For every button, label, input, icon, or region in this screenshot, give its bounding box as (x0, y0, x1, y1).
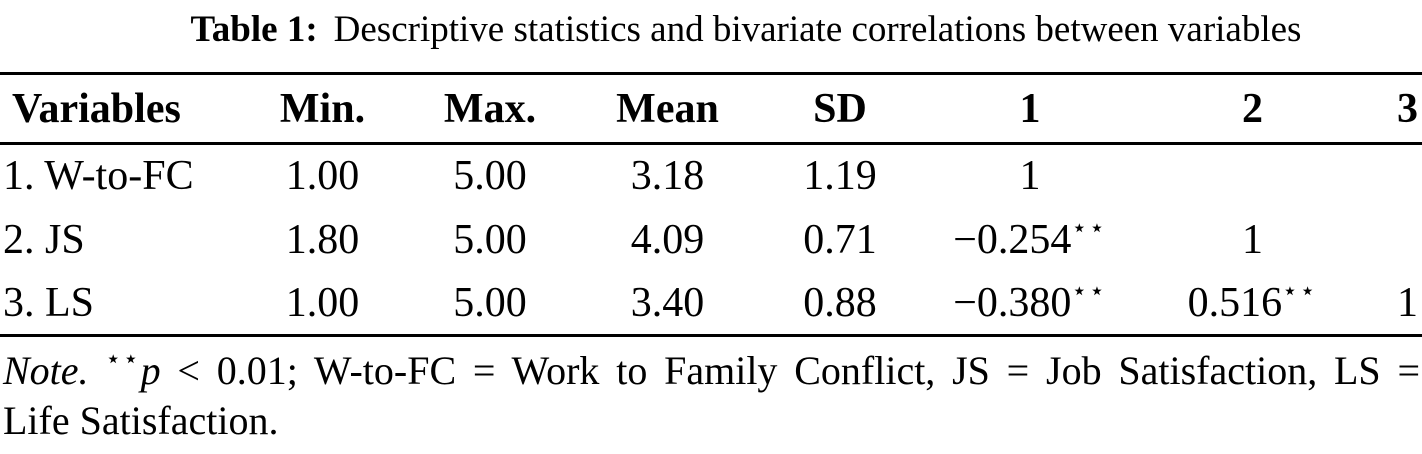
cell-min: 1.00 (285, 279, 360, 326)
note-significance: ⋆⋆p (105, 346, 161, 393)
cell-variable: 3. LS (3, 279, 95, 326)
cell-corr3 (1365, 208, 1422, 272)
table-caption-text: Descriptive statistics and bivariate cor… (333, 9, 1302, 50)
cell-corr2 (1140, 144, 1365, 208)
cell-corr2: 1 (1140, 208, 1365, 272)
cell-mean: 3.40 (630, 279, 705, 326)
note-line-2: Life Satisfaction. (3, 398, 279, 443)
column-header-corr3: 3 (1365, 73, 1422, 145)
cell-corr3 (1365, 144, 1422, 208)
cell-mean: 3.18 (630, 153, 705, 200)
table-header-row: Variables Min. Max. Mean SD 1 2 3 (0, 73, 1422, 145)
table-caption-label: Table 1: (190, 9, 318, 50)
significance-stars: ⋆⋆ (1071, 214, 1107, 242)
column-header-corr2: 2 (1140, 73, 1365, 145)
note-label: Note. (3, 348, 89, 393)
correlation-value: 1 (1397, 279, 1418, 326)
cell-corr3: 1 (1365, 272, 1422, 336)
table-caption: Table 1: Descriptive statistics and bivar… (0, 0, 1422, 72)
note-text: < 0.01; W-to-FC = Work to Family Conflic… (177, 348, 1421, 393)
correlation-value: −0.254 (953, 216, 1072, 263)
significance-stars: ⋆⋆ (105, 346, 141, 373)
cell-corr1: −0.254⋆⋆ (920, 208, 1140, 272)
cell-max: 5.00 (453, 153, 527, 200)
table-row: 3. LS 1.00 5.00 3.40 0.88 −0.380⋆⋆ 0.516… (0, 272, 1422, 336)
table-note: Note. ⋆⋆p < 0.01; W-to-FC = Work to Fami… (0, 346, 1422, 446)
table-row: 1. W-to-FC 1.00 5.00 3.18 1.19 1 (0, 144, 1422, 208)
p-symbol: p (140, 348, 161, 393)
cell-sd: 1.19 (803, 153, 877, 200)
note-line-1: Note. ⋆⋆p < 0.01; W-to-FC = Work to Fami… (3, 346, 1420, 396)
correlation-value: −0.380 (953, 279, 1072, 326)
significance-stars: ⋆⋆ (1071, 277, 1107, 305)
column-header-sd: SD (760, 73, 920, 145)
descriptive-statistics-table: Variables Min. Max. Mean SD 1 2 3 1. W-t… (0, 72, 1422, 337)
cell-max: 5.00 (453, 216, 527, 263)
cell-variable: 2. JS (3, 216, 85, 263)
cell-variable: 1. W-to-FC (3, 153, 194, 200)
correlation-value: 0.516 (1187, 279, 1283, 326)
correlation-value: 1 (1019, 153, 1041, 200)
column-header-max: Max. (405, 73, 575, 145)
column-header-corr1: 1 (920, 73, 1140, 145)
cell-corr2: 0.516⋆⋆ (1140, 272, 1365, 336)
column-header-variables: Variables (0, 73, 240, 145)
cell-sd: 0.88 (803, 279, 877, 326)
cell-mean: 4.09 (630, 216, 705, 263)
cell-corr1: −0.380⋆⋆ (920, 272, 1140, 336)
cell-sd: 0.71 (803, 216, 877, 263)
cell-min: 1.80 (285, 216, 360, 263)
cell-min: 1.00 (285, 153, 360, 200)
significance-stars: ⋆⋆ (1282, 277, 1318, 305)
table-row: 2. JS 1.80 5.00 4.09 0.71 −0.254⋆⋆ 1 (0, 208, 1422, 272)
column-header-min: Min. (240, 73, 405, 145)
cell-corr1: 1 (920, 144, 1140, 208)
cell-max: 5.00 (453, 279, 527, 326)
correlation-value: 1 (1242, 216, 1263, 263)
column-header-mean: Mean (575, 73, 760, 145)
